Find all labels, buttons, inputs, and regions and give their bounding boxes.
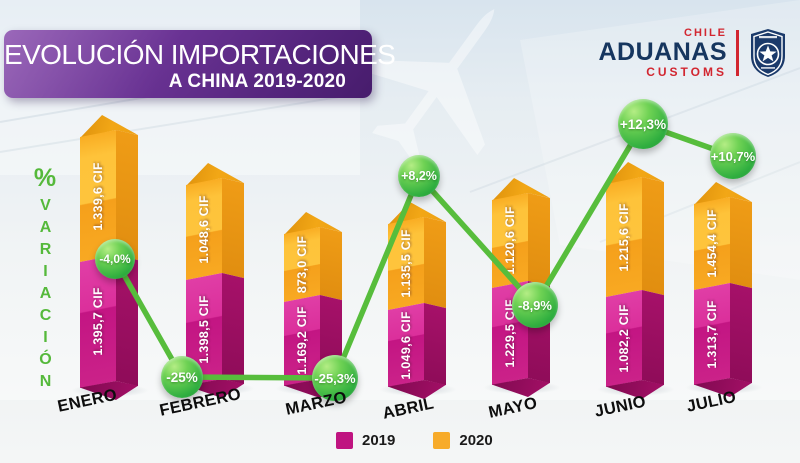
bar-2020-segment: 873,0 CIF — [284, 227, 320, 302]
bar-value-2020: 1.120,6 CIF — [503, 204, 517, 277]
percent-symbol: % — [33, 164, 57, 192]
bar-side-face — [222, 178, 244, 385]
logo-name: ADUANAS — [598, 38, 727, 66]
legend-swatch-2019 — [336, 432, 353, 449]
bar-value-2020: 873,0 CIF — [295, 234, 309, 295]
title-banner: EVOLUCIÓN IMPORTACIONES A CHINA 2019-202… — [4, 30, 396, 98]
logo-divider — [736, 30, 739, 76]
legend-item-2019: 2019 — [336, 432, 395, 449]
bubble-value: -8,9% — [518, 297, 552, 313]
bar-2020-segment: 1.048,6 CIF — [186, 178, 222, 280]
logo-customs: CUSTOMS — [646, 65, 727, 79]
legend-swatch-2020 — [433, 432, 451, 449]
bar-2020-segment: 1.454,4 CIF — [694, 197, 730, 290]
bar-value-2019: 1.169,2 CIF — [295, 304, 309, 377]
bar-front-face: 873,0 CIF 1.169,2 CIF — [284, 227, 320, 386]
legend-label-2019: 2019 — [362, 432, 396, 449]
bar-2019-segment: 1.049,6 CIF — [388, 303, 424, 387]
bubble-value: -4,0% — [99, 252, 131, 266]
bubble-value: +8,2% — [401, 169, 437, 183]
page-title: EVOLUCIÓN IMPORTACIONES — [4, 39, 396, 70]
bar-front-face: 1.454,4 CIF 1.313,7 CIF — [694, 197, 730, 385]
variation-bubble-julio: +10,7% — [710, 133, 756, 179]
bar-front-face: 1.135,5 CIF 1.049,6 CIF — [388, 217, 424, 387]
logo-text: CHILE ADUANAS CUSTOMS — [598, 27, 728, 79]
variation-bubble-enero: -4,0% — [95, 239, 135, 279]
bar-front-face: 1.048,6 CIF 1.398,5 CIF — [186, 178, 222, 386]
variation-word: VARIACIÓN — [37, 197, 54, 395]
logo-country: CHILE — [684, 27, 727, 39]
bar-value-2020: 1.454,4 CIF — [705, 207, 719, 280]
bar-value-2019: 1.082,2 CIF — [617, 302, 631, 375]
customs-shield-icon — [751, 29, 785, 77]
variation-bubble-mayo: -8,9% — [512, 282, 558, 328]
bubble-value: -25,3% — [314, 370, 356, 386]
bar-value-2019: 1.049,6 CIF — [399, 309, 413, 381]
bar-side-face — [730, 197, 752, 384]
bubble-value: -25% — [166, 369, 198, 385]
aduanas-logo: CHILE ADUANAS CUSTOMS — [599, 28, 789, 78]
bar-2019-segment: 1.082,2 CIF — [606, 290, 642, 387]
bar-side-face — [424, 217, 446, 386]
bar-2020-segment: 1.215,6 CIF — [606, 177, 642, 297]
bar-value-2019: 1.313,7 CIF — [705, 298, 719, 370]
variation-bubble-abril: +8,2% — [398, 155, 440, 197]
bar-value-2020: 1.048,6 CIF — [197, 193, 211, 265]
y-axis-label: % VARIACIÓN — [28, 164, 62, 395]
legend-item-2020: 2020 — [433, 432, 493, 449]
bar-side-face — [642, 177, 664, 386]
bar-value-2019: 1.398,5 CIF — [197, 293, 211, 366]
legend: 2019 2020 — [336, 432, 493, 449]
bar-2019-segment: 1.313,7 CIF — [694, 283, 730, 385]
bar-value-2020: 1.135,5 CIF — [399, 227, 413, 300]
legend-label-2020: 2020 — [459, 432, 493, 449]
bar-value-2020: 1.339,6 CIF — [91, 160, 105, 232]
bar-front-face: 1.215,6 CIF 1.082,2 CIF — [606, 177, 642, 387]
bar-2020-segment: 1.135,5 CIF — [388, 217, 424, 310]
bar-value-2020: 1.215,6 CIF — [617, 201, 631, 273]
bubble-value: +10,7% — [710, 148, 756, 164]
bar-2020-segment: 1.120,6 CIF — [492, 193, 528, 288]
variation-bubble-febrero: -25% — [161, 356, 203, 398]
page-subtitle: A CHINA 2019-2020 — [168, 71, 346, 92]
variation-bubble-junio: +12,3% — [618, 99, 668, 149]
bubble-value: +12,3% — [619, 116, 667, 132]
bar-value-2019: 1.395,7 CIF — [91, 285, 105, 358]
